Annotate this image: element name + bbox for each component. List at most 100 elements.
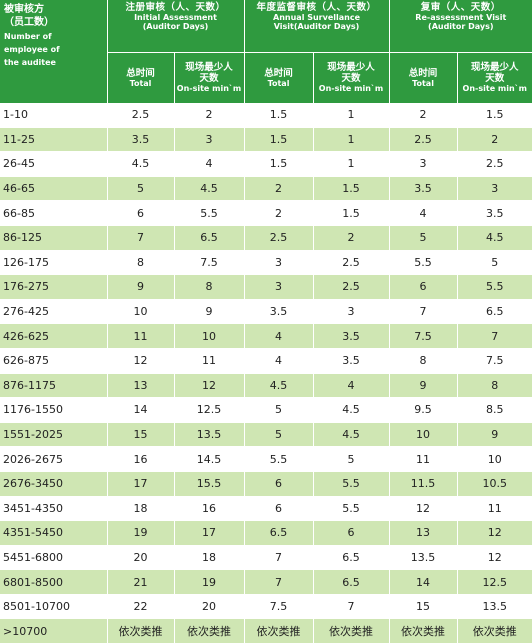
- header-annual-surveillance: 年度监督审核（人、天数） Annual Survellance Visit(Au…: [244, 0, 390, 53]
- initial-total: 21: [107, 569, 175, 595]
- annual-onsite: 2.5: [313, 274, 390, 300]
- initial-onsite: 18: [174, 545, 245, 571]
- initial-onsite: 20: [174, 594, 245, 620]
- reassessment-onsite: 12: [457, 520, 532, 546]
- subheader-total-zh: 总时间: [264, 67, 293, 79]
- annual-onsite: 3.5: [313, 323, 390, 349]
- header-employee-count: 被审核方 （员工数） Number of employee of the aud…: [0, 0, 108, 103]
- subheader-reassessment-total: 总时间 Total: [389, 52, 458, 103]
- employee-range: 1-10: [0, 103, 108, 128]
- subheader-total-en: Total: [129, 78, 152, 88]
- employee-range: 176-275: [0, 274, 108, 300]
- reassessment-total: 8: [389, 348, 458, 374]
- annual-onsite: 4.5: [313, 422, 390, 448]
- reassessment-onsite: 13.5: [457, 594, 532, 620]
- table-row: >10700 依次类推 依次类推 依次类推 依次类推 依次类推 依次类推: [0, 618, 532, 644]
- initial-onsite: 12.5: [174, 397, 245, 423]
- table-row: 8501-10700 22 20 7.5 7 15 13.5: [0, 594, 532, 620]
- employee-range: 26-45: [0, 151, 108, 177]
- reassessment-total: 依次类推: [389, 618, 458, 644]
- initial-total: 9: [107, 274, 175, 300]
- reassessment-total: 9.5: [389, 397, 458, 423]
- employee-range: 66-85: [0, 200, 108, 226]
- reassessment-onsite: 10.5: [457, 471, 532, 497]
- reassessment-total: 2.5: [389, 127, 458, 153]
- header-initial-assessment-zh: 注册审核（人、天数）: [125, 2, 226, 13]
- reassessment-onsite: 8: [457, 373, 532, 399]
- initial-total: 7: [107, 225, 175, 251]
- annual-onsite: 5.5: [313, 496, 390, 522]
- table-row: 6801-8500 21 19 7 6.5 14 12.5: [0, 569, 532, 595]
- initial-total: 4.5: [107, 151, 175, 177]
- initial-onsite: 12: [174, 373, 245, 399]
- annual-total: 5.5: [244, 446, 314, 472]
- initial-total: 5: [107, 176, 175, 202]
- employee-range: 626-875: [0, 348, 108, 374]
- reassessment-onsite: 8.5: [457, 397, 532, 423]
- subheader-annual-total: 总时间 Total: [244, 52, 314, 103]
- reassessment-total: 5: [389, 225, 458, 251]
- table-row: 1176-1550 14 12.5 5 4.5 9.5 8.5: [0, 397, 532, 423]
- initial-onsite: 6.5: [174, 225, 245, 251]
- annual-onsite: 1.5: [313, 200, 390, 226]
- table-row: 3451-4350 18 16 6 5.5 12 11: [0, 496, 532, 522]
- annual-total: 3: [244, 250, 314, 276]
- table-row: 876-1175 13 12 4.5 4 9 8: [0, 373, 532, 399]
- reassessment-onsite: 12: [457, 545, 532, 571]
- subheader-onsite-zh2: 天数: [485, 73, 505, 84]
- annual-total: 2: [244, 176, 314, 202]
- reassessment-onsite: 7: [457, 323, 532, 349]
- subheader-reassessment-onsite: 现场最少人 天数 On-site min`m: [457, 53, 532, 104]
- table-row: 26-45 4.5 4 1.5 1 3 2.5: [0, 151, 532, 177]
- table-row: 4351-5450 19 17 6.5 6 13 12: [0, 520, 532, 546]
- initial-onsite: 13.5: [174, 422, 245, 448]
- subheader-initial-onsite: 现场最少人 天数 On-site min`m: [174, 52, 245, 103]
- initial-onsite: 5.5: [174, 200, 245, 226]
- initial-total: 22: [107, 594, 175, 620]
- table-row: 2676-3450 17 15.5 6 5.5 11.5 10.5: [0, 471, 532, 497]
- header-reassessment-zh: 复审（人、天数）: [420, 2, 501, 13]
- initial-onsite: 9: [174, 299, 245, 325]
- initial-total: 3.5: [107, 127, 175, 153]
- initial-total: 19: [107, 520, 175, 546]
- employee-range: 426-625: [0, 323, 108, 349]
- reassessment-onsite: 3: [457, 176, 532, 202]
- employee-range: 4351-5450: [0, 520, 108, 546]
- reassessment-onsite: 6.5: [457, 299, 532, 325]
- initial-onsite: 4.5: [174, 176, 245, 202]
- table-row: 276-425 10 9 3.5 3 7 6.5: [0, 299, 532, 325]
- initial-total: 18: [107, 496, 175, 522]
- annual-total: 4: [244, 323, 314, 349]
- initial-onsite: 7.5: [174, 250, 245, 276]
- subheader-total-zh: 总时间: [408, 67, 438, 79]
- employee-range: 11-25: [0, 127, 108, 153]
- initial-total: 13: [107, 373, 175, 399]
- table-row: 1551-2025 15 13.5 5 4.5 10 9: [0, 422, 532, 448]
- initial-total: 11: [107, 323, 175, 349]
- employee-range: 5451-6800: [0, 545, 108, 571]
- annual-total: 依次类推: [244, 618, 314, 644]
- subheader-onsite-en: On-site min`m: [318, 84, 384, 93]
- subheader-onsite-zh1: 现场最少人: [327, 62, 375, 73]
- initial-total: 10: [107, 299, 175, 325]
- initial-onsite: 16: [174, 496, 245, 522]
- initial-total: 14: [107, 397, 175, 423]
- reassessment-total: 6: [389, 274, 458, 300]
- table-row: 5451-6800 20 18 7 6.5 13.5 12: [0, 545, 532, 571]
- header-initial-assessment-en1: Initial Assessment: [134, 13, 217, 22]
- initial-total: 15: [107, 422, 175, 448]
- initial-onsite: 8: [174, 274, 245, 300]
- initial-total: 依次类推: [107, 618, 175, 644]
- table-row: 1-10 2.5 2 1.5 1 2 1.5: [0, 103, 532, 128]
- header-initial-assessment: 注册审核（人、天数） Initial Assessment (Auditor D…: [107, 0, 245, 53]
- employee-range: 126-175: [0, 250, 108, 276]
- header-employee-count-zh1: 被审核方: [4, 4, 44, 15]
- annual-total: 5: [244, 422, 314, 448]
- subheader-onsite-zh1: 现场最少人: [471, 62, 519, 73]
- header-reassessment-en1: Re-assessment Visit: [415, 13, 507, 22]
- reassessment-onsite: 5.5: [457, 274, 532, 300]
- reassessment-total: 7.5: [389, 323, 458, 349]
- subheader-onsite-zh1: 现场最少人: [185, 62, 233, 73]
- initial-onsite: 10: [174, 323, 245, 349]
- annual-total: 7: [244, 569, 314, 595]
